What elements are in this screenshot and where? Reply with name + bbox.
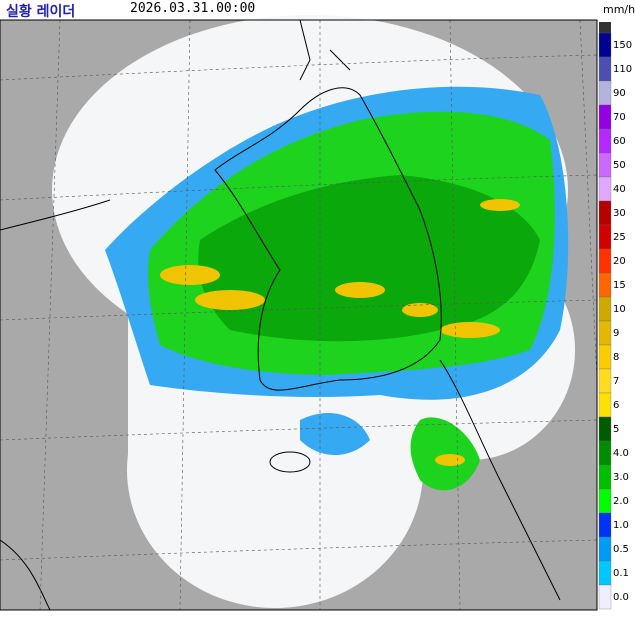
legend-label: 25 [613,232,626,243]
legend-swatch [598,344,612,370]
legend-swatch [598,368,612,394]
legend-label: 15 [613,280,626,291]
precip-heavy [160,199,520,466]
legend-label: 3.0 [613,472,629,483]
legend-label: 7 [613,376,619,387]
legend-label: 50 [613,160,626,171]
legend-label: 110 [613,64,632,75]
legend-swatch [598,80,612,106]
grid-lines [0,19,598,611]
legend-swatch [598,584,612,610]
legend-swatch [598,296,612,322]
legend-label: 150 [613,40,632,51]
coastlines [0,19,561,611]
legend-label: 1.0 [613,520,629,531]
legend-label: 6 [613,400,619,411]
legend-label: 10 [613,304,626,315]
legend-swatch [598,440,612,466]
legend-swatch [598,224,612,250]
legend-swatch [598,560,612,586]
legend-swatch [598,464,612,490]
legend-swatch [598,392,612,418]
legend: 150 110 90 70 60 50 40 30 25 20 15 10 9 8 7 6 5 4.0 3.0 2.0… [598,32,632,610]
page-title: 실황 레이더 [6,4,76,20]
legend-label: 4.0 [613,448,629,459]
legend-swatch [598,176,612,202]
legend-label: 60 [613,136,626,147]
legend-top [599,22,611,33]
timestamp: 2026.03.31.00:00 [130,1,256,16]
legend-swatch [598,104,612,130]
unit-label: mm/h [603,3,635,16]
legend-label: 90 [613,88,626,99]
legend-swatch [598,272,612,298]
legend-swatch [598,248,612,274]
legend-swatch [598,536,612,562]
legend-label: 30 [613,208,626,219]
legend-label: 40 [613,184,626,195]
legend-label: 0.0 [613,592,629,603]
legend-label: 20 [613,256,626,267]
legend-swatch [598,152,612,178]
legend-swatch [598,32,612,58]
legend-swatch [598,320,612,346]
map-frame [0,19,598,611]
legend-label: 2.0 [613,496,629,507]
legend-label: 8 [613,352,619,363]
legend-swatch [598,128,612,154]
legend-swatch [598,488,612,514]
legend-label: 70 [613,112,626,123]
legend-swatch [598,56,612,82]
legend-swatch [598,512,612,538]
legend-label: 9 [613,328,619,339]
legend-swatch [598,416,612,442]
legend-swatch [598,200,612,226]
legend-label: 0.5 [613,544,629,555]
legend-label: 5 [613,424,619,435]
legend-label: 0.1 [613,568,629,579]
